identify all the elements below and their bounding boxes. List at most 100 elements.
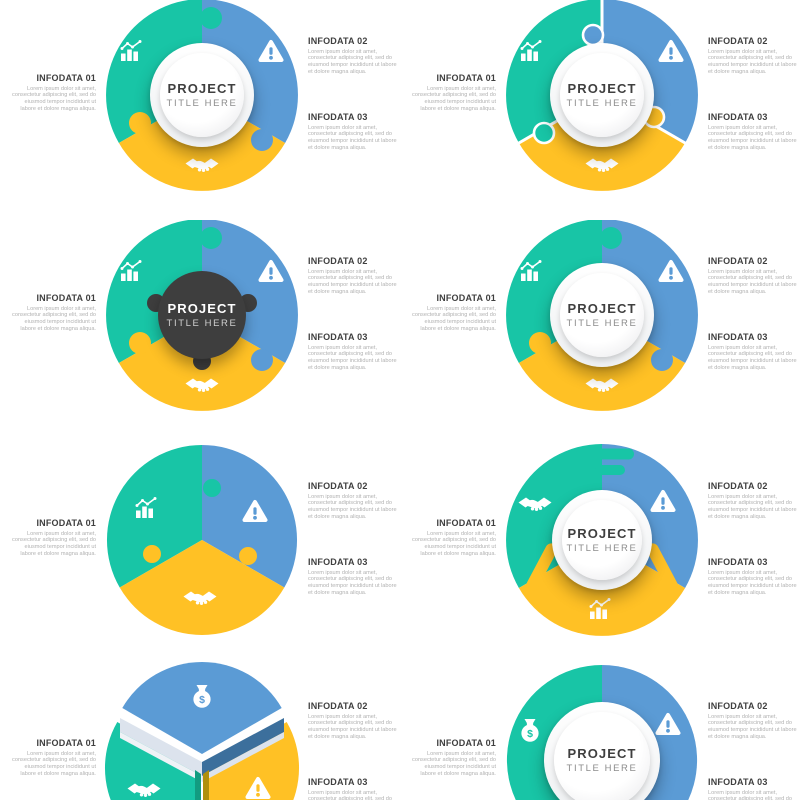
circle-puzzle-infographic-4: PROJECT TITLE HERE INFODATA 01 Lorem ipsum …	[400, 220, 800, 440]
puzzle-knob	[581, 23, 605, 47]
segment-teal	[106, 445, 202, 588]
puzzle-knob	[129, 332, 151, 354]
dissolve-pill	[595, 465, 625, 475]
project-subtitle: TITLE HERE	[566, 543, 638, 554]
dissolve-pill	[526, 543, 558, 591]
project-subtitle: TITLE HERE	[566, 763, 638, 774]
money-bag-icon: $	[521, 719, 539, 742]
infodata-body: Lorem ipsum dolor sit amet, consectetur …	[708, 493, 797, 521]
infodata-02: INFODATA 02 Lorem ipsum dolor sit amet, c…	[308, 256, 400, 296]
puzzle-knob	[529, 332, 551, 354]
center-white-circle: PROJECT TITLE HERE	[550, 43, 654, 147]
handshake-icon	[185, 158, 219, 172]
infodata-body: Lorem ipsum dolor sit amet, consectetur …	[708, 124, 797, 152]
handshake-icon	[127, 783, 161, 797]
circle-puzzle-infographic-3: PROJECT TITLE HERE INFODATA 01 Lorem ipsum …	[0, 220, 400, 440]
warning-icon	[258, 40, 284, 62]
infodata-01: INFODATA 01 Lorem ipsum dolor sit amet, c…	[410, 73, 496, 113]
infodata-label: INFODATA 01	[36, 293, 96, 303]
infodata-02: INFODATA 02 Lorem ipsum dolor sit amet, c…	[308, 36, 400, 76]
infodata-03: INFODATA 03 Lorem ipsum dolor sit amet, c…	[708, 777, 800, 800]
extrusion-gold	[203, 770, 209, 800]
puzzle-knob	[251, 129, 273, 151]
dissolve-pill	[646, 543, 678, 591]
infodata-body: Lorem ipsum dolor sit amet, consectetur …	[12, 750, 96, 778]
infodata-label: INFODATA 01	[436, 738, 496, 748]
infodata-label: INFODATA 02	[708, 36, 768, 46]
infodata-body: Lorem ipsum dolor sit amet, consectetur …	[708, 268, 797, 296]
infodata-body: Lorem ipsum dolor sit amet, consectetur …	[412, 305, 496, 333]
infodata-label: INFODATA 03	[708, 332, 768, 342]
bar-chart-icon	[589, 598, 611, 619]
infodata-body: Lorem ipsum dolor sit amet, consectetur …	[308, 344, 397, 372]
svg-text:$: $	[527, 728, 533, 740]
infodata-label: INFODATA 02	[308, 481, 368, 491]
circle-puzzle-infographic-8: $ PROJECT TITLE HERE INFODATA 01 Lorem ipsum…	[400, 660, 800, 800]
infodata-01: INFODATA 01 Lorem ipsum dolor sit amet, c…	[410, 518, 496, 558]
infodata-label: INFODATA 02	[708, 256, 768, 266]
center-inner-disc	[560, 53, 644, 137]
warning-icon	[258, 260, 284, 282]
extrusion-teal	[195, 770, 201, 800]
bevel	[120, 732, 202, 782]
infodata-label: INFODATA 03	[308, 557, 368, 567]
puzzle-knob	[651, 349, 673, 371]
project-title: PROJECT	[167, 81, 237, 96]
infodata-label: INFODATA 03	[308, 112, 368, 122]
bar-chart-icon	[520, 40, 542, 61]
infodata-body: Lorem ipsum dolor sit amet, consectetur …	[308, 493, 397, 521]
center-white-circle: PROJECT TITLE HERE	[552, 490, 652, 590]
infodata-02: INFODATA 02 Lorem ipsum dolor sit amet, c…	[708, 256, 800, 296]
handshake-icon	[585, 158, 619, 172]
center-dark-circle: PROJECT TITLE HERE	[158, 271, 246, 359]
project-subtitle: TITLE HERE	[166, 98, 238, 109]
infodata-02: INFODATA 02 Lorem ipsum dolor sit amet, c…	[708, 36, 800, 76]
handshake-icon	[518, 497, 552, 511]
puzzle-circle-graphic	[106, 445, 298, 636]
infodata-label: INFODATA 01	[36, 73, 96, 83]
infodata-body: Lorem ipsum dolor sit amet, consectetur …	[308, 124, 397, 152]
center-title: PROJECT TITLE HERE	[552, 490, 652, 590]
puzzle-circle-graphic: $	[104, 661, 300, 800]
infodata-body: Lorem ipsum dolor sit amet, consectetur …	[412, 85, 496, 113]
bevel	[202, 732, 284, 782]
project-subtitle: TITLE HERE	[566, 98, 638, 109]
project-title: PROJECT	[567, 526, 637, 541]
infodata-label: INFODATA 02	[708, 701, 768, 711]
center-title: PROJECT TITLE HERE	[158, 271, 246, 359]
segment-blue	[122, 661, 282, 754]
center-title: PROJECT TITLE HERE	[550, 43, 654, 147]
bar-chart-icon	[120, 40, 142, 61]
infodata-label: INFODATA 01	[436, 518, 496, 528]
puzzle-knob	[239, 547, 257, 565]
project-title: PROJECT	[167, 301, 237, 316]
bar-chart-icon	[520, 260, 542, 281]
infodata-label: INFODATA 02	[708, 481, 768, 491]
circle-puzzle-infographic-2: PROJECT TITLE HERE INFODATA 01 Lorem ipsum …	[400, 0, 800, 220]
project-title: PROJECT	[567, 81, 637, 96]
warning-icon	[650, 490, 676, 512]
project-subtitle: TITLE HERE	[166, 318, 238, 329]
infodata-03: INFODATA 03 Lorem ipsum dolor sit amet, c…	[708, 332, 800, 372]
center-white-circle: PROJECT TITLE HERE	[150, 43, 254, 147]
infodata-03: INFODATA 03 Lorem ipsum dolor sit amet, c…	[308, 777, 400, 800]
center-inner-disc	[554, 712, 650, 800]
infodata-02: INFODATA 02 Lorem ipsum dolor sit amet, c…	[308, 701, 400, 741]
infodata-label: INFODATA 02	[308, 36, 368, 46]
warning-icon	[655, 713, 681, 735]
bar-chart-icon	[135, 497, 157, 518]
circle-puzzle-infographic-5: INFODATA 01 Lorem ipsum dolor sit amet, c…	[0, 440, 400, 660]
infodata-label: INFODATA 01	[436, 293, 496, 303]
project-title: PROJECT	[567, 301, 637, 316]
infodata-body: Lorem ipsum dolor sit amet, consectetur …	[708, 789, 792, 800]
puzzle-knob	[200, 227, 222, 249]
infodata-01: INFODATA 01 Lorem ipsum dolor sit amet, c…	[10, 518, 96, 558]
infodata-label: INFODATA 01	[36, 738, 96, 748]
dissolve-pill	[576, 448, 634, 460]
infodata-label: INFODATA 03	[708, 557, 768, 567]
infodata-body: Lorem ipsum dolor sit amet, consectetur …	[12, 85, 96, 113]
infodata-03: INFODATA 03 Lorem ipsum dolor sit amet, c…	[308, 112, 400, 152]
infodata-03: INFODATA 03 Lorem ipsum dolor sit amet, c…	[708, 112, 800, 152]
puzzle-knob	[251, 349, 273, 371]
